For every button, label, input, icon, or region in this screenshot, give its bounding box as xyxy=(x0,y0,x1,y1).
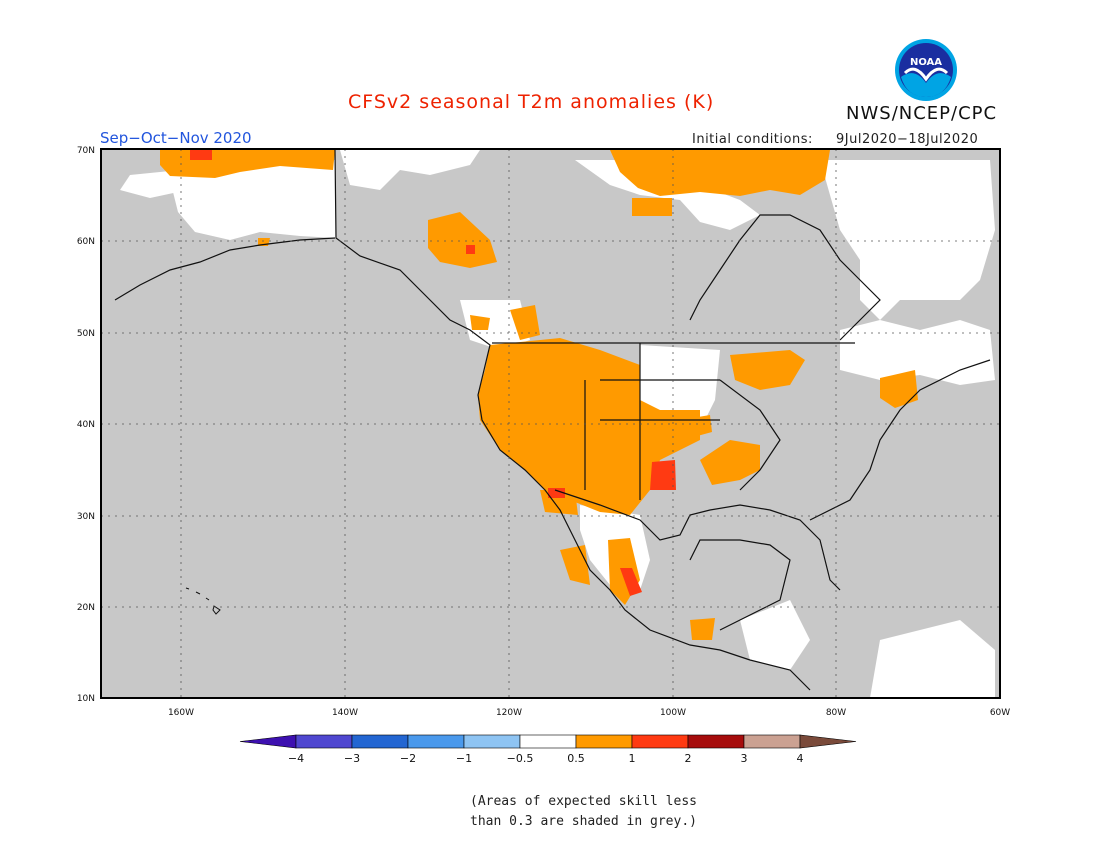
colorbar-label: −1 xyxy=(456,752,472,765)
anomaly-red xyxy=(190,150,676,596)
colorbar-arrow-left xyxy=(239,734,297,749)
colorbar-segment xyxy=(575,734,633,749)
lat-label: 30N xyxy=(77,512,95,522)
colorbar-label: 1 xyxy=(629,752,636,765)
map-frame xyxy=(100,148,1001,699)
lon-label: 160W xyxy=(168,708,194,718)
colorbar: −4 −3 −2 −1 −0.5 0.5 1 2 3 4 xyxy=(239,734,857,765)
lat-label: 70N xyxy=(77,146,95,156)
colorbar-label: 4 xyxy=(797,752,804,765)
lat-label: 50N xyxy=(77,329,95,339)
colorbar-segment xyxy=(463,734,521,749)
logo-text: NOAA xyxy=(910,57,942,68)
colorbar-segment xyxy=(351,734,409,749)
skill-note-line-1: (Areas of expected skill less xyxy=(470,794,697,809)
colorbar-label: −0.5 xyxy=(507,752,534,765)
latitude-labels: 70N 60N 50N 40N 30N 20N 10N xyxy=(77,146,95,704)
lat-label: 20N xyxy=(77,603,95,613)
lat-label: 60N xyxy=(77,237,95,247)
noaa-logo: NOAA xyxy=(895,39,957,101)
colorbar-segment xyxy=(295,734,353,749)
skill-note-line-2: than 0.3 are shaded in grey.) xyxy=(470,814,697,829)
colorbar-segment xyxy=(743,734,801,749)
colorbar-label: 0.5 xyxy=(567,752,585,765)
coastlines xyxy=(114,149,991,691)
longitude-labels: 160W 140W 120W 100W 80W 60W xyxy=(168,708,1010,718)
lon-label: 80W xyxy=(826,708,846,718)
season-label: Sep−Oct−Nov 2020 xyxy=(100,129,252,147)
colorbar-label: −2 xyxy=(400,752,416,765)
colorbar-segment xyxy=(519,734,577,749)
agency-label: NWS/NCEP/CPC xyxy=(846,103,998,124)
graticule xyxy=(101,149,1000,698)
colorbar-segment xyxy=(631,734,689,749)
colorbar-label: 3 xyxy=(741,752,748,765)
lon-label: 100W xyxy=(660,708,686,718)
lat-label: 10N xyxy=(77,694,95,704)
lon-label: 60W xyxy=(990,708,1010,718)
skill-note: (Areas of expected skill less than 0.3 a… xyxy=(470,792,730,832)
land-areas xyxy=(120,150,995,698)
colorbar-segment xyxy=(687,734,745,749)
map-title: CFSv2 seasonal T2m anomalies (K) xyxy=(348,91,715,113)
anomaly-orange xyxy=(160,150,918,640)
colorbar-label: 2 xyxy=(685,752,692,765)
anomaly-map: 70N 60N 50N 40N 30N 20N 10N 160W 140W 12… xyxy=(77,146,1010,765)
initial-conditions-label: Initial conditions: xyxy=(692,132,813,147)
initial-conditions-value: 9Jul2020−18Jul2020 xyxy=(836,132,979,147)
lat-label: 40N xyxy=(77,420,95,430)
colorbar-label: −4 xyxy=(288,752,304,765)
colorbar-label: −3 xyxy=(344,752,360,765)
lon-label: 120W xyxy=(496,708,522,718)
hawaii-islands xyxy=(185,587,221,615)
lon-label: 140W xyxy=(332,708,358,718)
colorbar-segment xyxy=(407,734,465,749)
colorbar-arrow-right xyxy=(799,734,857,749)
